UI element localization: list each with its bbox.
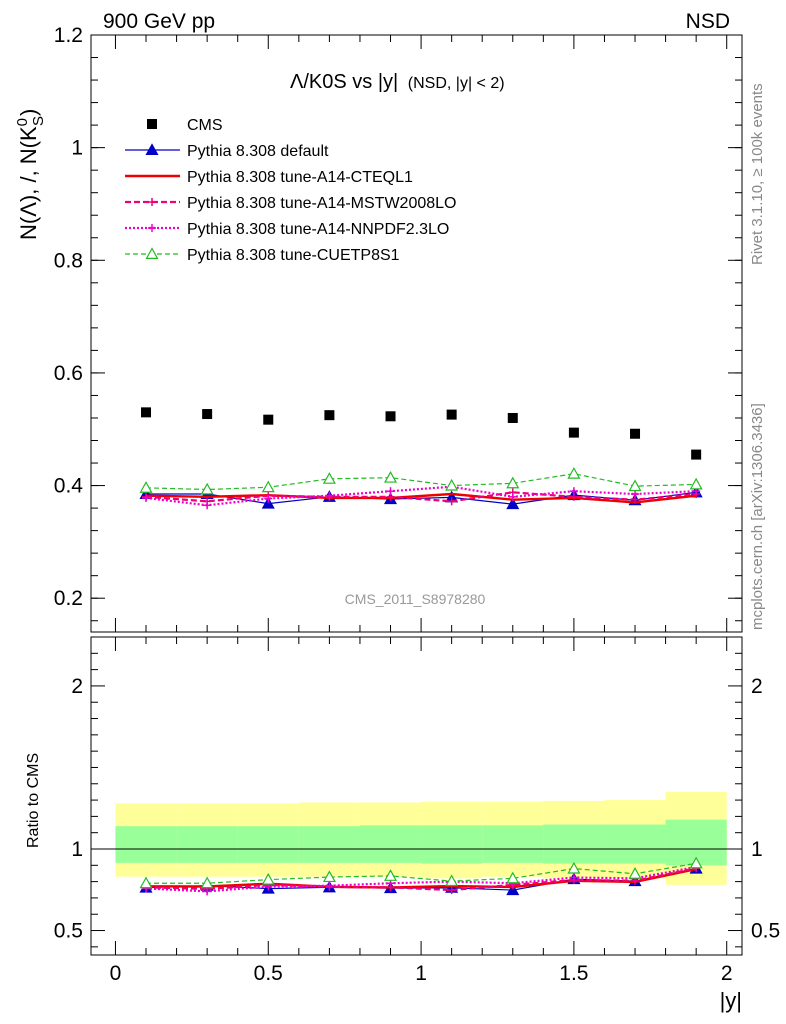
mc-line (145, 491, 697, 503)
ratio-band-inner (421, 825, 483, 864)
cms-point (630, 428, 641, 439)
legend-label: Pythia 8.308 tune-A14-NNPDF2.3LO (187, 221, 449, 238)
legend-label: Pythia 8.308 tune-A14-CTEQL1 (187, 169, 413, 186)
legend-label: Pythia 8.308 tune-CUETP8S1 (187, 247, 400, 264)
mc-point (139, 481, 153, 493)
mc-line (145, 492, 697, 504)
y-tick-label: 0.8 (54, 249, 83, 272)
ratio-point (628, 867, 642, 879)
cms-point (446, 409, 457, 420)
ratio-band-inner (176, 826, 238, 863)
analysis-watermark: CMS_2011_S8978280 (345, 591, 486, 607)
ratio-point (200, 876, 214, 889)
ratio-y-tick-label-right: 2 (751, 675, 763, 698)
y-tick-label: 0.6 (54, 362, 83, 385)
mc-point (322, 472, 336, 484)
ratio-point (506, 883, 520, 896)
ratio-y-tick-label-right: 1 (751, 838, 763, 861)
mc-point (200, 482, 214, 495)
mcplots-note: mcplots.cern.ch [arXiv:1306.3436] (749, 403, 766, 630)
cms-point (385, 411, 396, 422)
rivet-note: Rivet 3.1.10, ≥ 100k events (749, 83, 766, 265)
ratio-band-inner (359, 825, 422, 863)
x-tick-label: 0 (110, 962, 122, 985)
mc-point (445, 478, 459, 491)
cms-point (568, 427, 579, 438)
ratio-point (139, 876, 153, 889)
legend-symbol (145, 143, 159, 155)
mc-line (145, 485, 697, 507)
mc-point (384, 470, 398, 483)
mc-point (261, 496, 275, 509)
cms-point (202, 409, 213, 420)
main-title: Λ/K0S vs |y| (NSD, |y| < 2) (290, 71, 505, 93)
y-tick-label: 1.2 (54, 24, 83, 47)
x-tick-label: 1.5 (559, 962, 588, 985)
main-data-layer (139, 407, 703, 510)
y-tick-label: 1 (71, 137, 83, 160)
legend-symbol (147, 119, 157, 129)
ratio-data-layer (139, 856, 703, 896)
cms-point (324, 410, 335, 421)
cms-point (141, 407, 152, 418)
ratio-band-inner (115, 826, 177, 863)
ratio-point (261, 872, 275, 885)
y-tick-label: 0.2 (54, 587, 83, 610)
mc-point (506, 497, 520, 510)
ratio-point (322, 870, 336, 883)
ratio-band-inner (298, 826, 360, 863)
ratio-band-inner (237, 826, 299, 863)
legend-symbol (145, 247, 159, 259)
main-panel-frame (90, 34, 743, 633)
legend: CMS Pythia 8.308 default Pythia 8.308 tune… (125, 117, 456, 264)
main-axis-ticks: 0.2 0.4 0.6 0.8 1 1.2 (54, 24, 742, 632)
mc-point (506, 476, 520, 489)
x-axis-label: |y| (720, 988, 742, 1013)
mc-line (145, 473, 697, 491)
ratio-y-tick-label-right: 0.5 (751, 920, 780, 943)
mc-point (261, 480, 275, 493)
ratio-point (506, 871, 520, 884)
cms-point (263, 414, 274, 425)
ratio-point (445, 874, 459, 887)
x-tick-label: 1 (415, 962, 427, 985)
main-ylabel: N(Λ), /, N(K0S) (14, 109, 47, 240)
ratio-uncertainty-bands (115, 791, 727, 885)
ratio-point (567, 861, 581, 874)
ratio-line (145, 867, 697, 892)
ratio-y-tick-label: 1 (71, 838, 83, 861)
ratio-point (384, 869, 398, 881)
y-tick-label: 0.4 (54, 475, 84, 498)
legend-label: Pythia 8.308 tune-A14-MSTW2008LO (187, 195, 456, 212)
ratio-ylabel: Ratio to CMS (25, 753, 42, 848)
mc-point (689, 477, 703, 490)
ratio-axis-ticks: 0.5 0.5 1 1 2 2 0 0.5 1 1.5 2 (54, 637, 780, 985)
header-left: 900 GeV pp (103, 10, 215, 33)
ratio-band-inner (604, 824, 666, 864)
ratio-band-inner (543, 824, 605, 864)
ratio-line (146, 862, 697, 884)
mc-point (567, 467, 581, 479)
cms-point (691, 449, 702, 460)
ratio-point (689, 856, 703, 869)
legend-label: CMS (187, 117, 223, 134)
x-tick-label: 0.5 (254, 962, 283, 985)
ratio-y-tick-label: 2 (71, 675, 83, 698)
ratio-y-tick-label: 0.5 (54, 920, 83, 943)
x-tick-label: 2 (721, 962, 733, 985)
ratio-panel-frame (90, 636, 743, 956)
legend-label: Pythia 8.308 default (187, 143, 329, 160)
header-right: NSD (686, 10, 730, 33)
cms-point (507, 412, 518, 423)
mc-point (628, 479, 642, 492)
ratio-band-inner (482, 825, 544, 863)
